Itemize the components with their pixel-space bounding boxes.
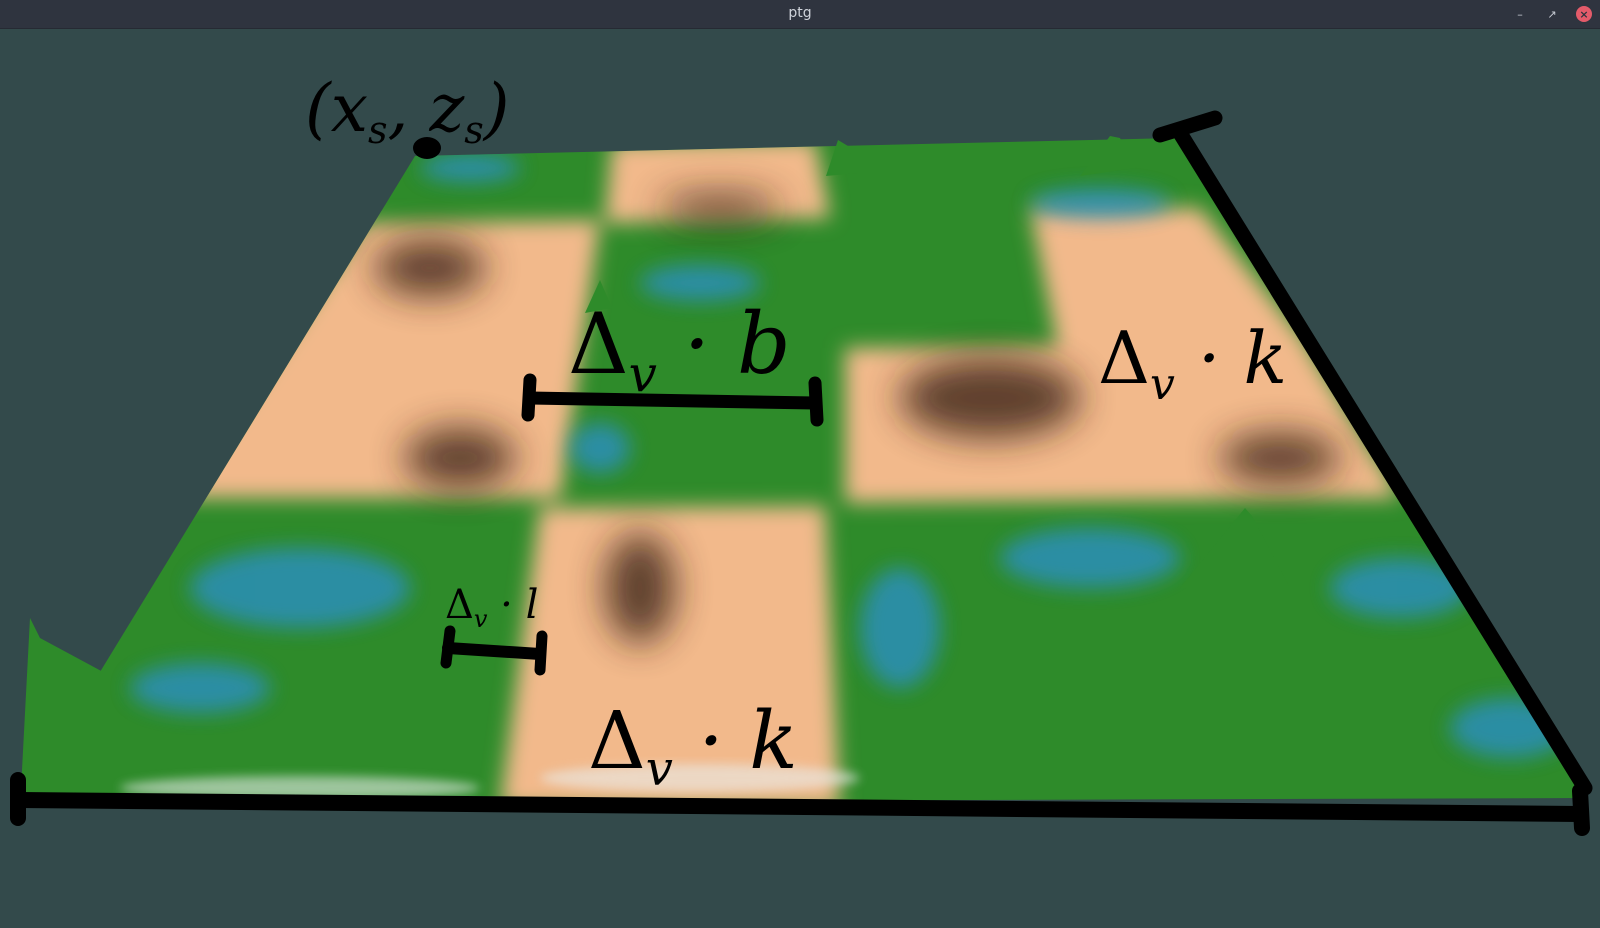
minimize-icon[interactable]: – [1517, 7, 1523, 21]
terrain-peaks [20, 136, 1290, 808]
render-viewport[interactable]: (xs, zs) Δv · b Δv · k Δv · l Δv · k [0, 28, 1600, 928]
start-point-dot [413, 137, 441, 159]
k-measure-right-label: Δv · k [1098, 316, 1287, 410]
close-icon[interactable]: × [1576, 6, 1592, 22]
l-measure-bar [442, 642, 546, 660]
l-measure-label: Δv · l [445, 582, 538, 633]
terrain-scene: (xs, zs) Δv · b Δv · k Δv · l Δv · k [10, 70, 1593, 836]
b-measure-label: Δv · b [568, 295, 791, 403]
start-point-label: (xs, zs) [305, 70, 510, 152]
k-measure-right-bar [1172, 125, 1593, 796]
b-measure-bar [523, 391, 822, 410]
k-measure-bottom-bar [12, 792, 1588, 822]
terrain-surface [20, 138, 1585, 803]
start-point-annotation: (xs, zs) [305, 70, 510, 159]
l-measure-annotation: Δv · l [440, 582, 548, 676]
window-title: ptg [788, 5, 812, 21]
restore-icon[interactable]: ↗ [1547, 7, 1557, 21]
k-measure-bottom-annotation: Δv · k [10, 694, 1590, 836]
k-measure-right-annotation: Δv · k [1098, 110, 1593, 796]
b-measure-annotation: Δv · b [521, 295, 824, 427]
window-titlebar[interactable]: ptg – ↗ × [0, 0, 1600, 29]
k-measure-bottom-label: Δv · k [588, 694, 798, 797]
